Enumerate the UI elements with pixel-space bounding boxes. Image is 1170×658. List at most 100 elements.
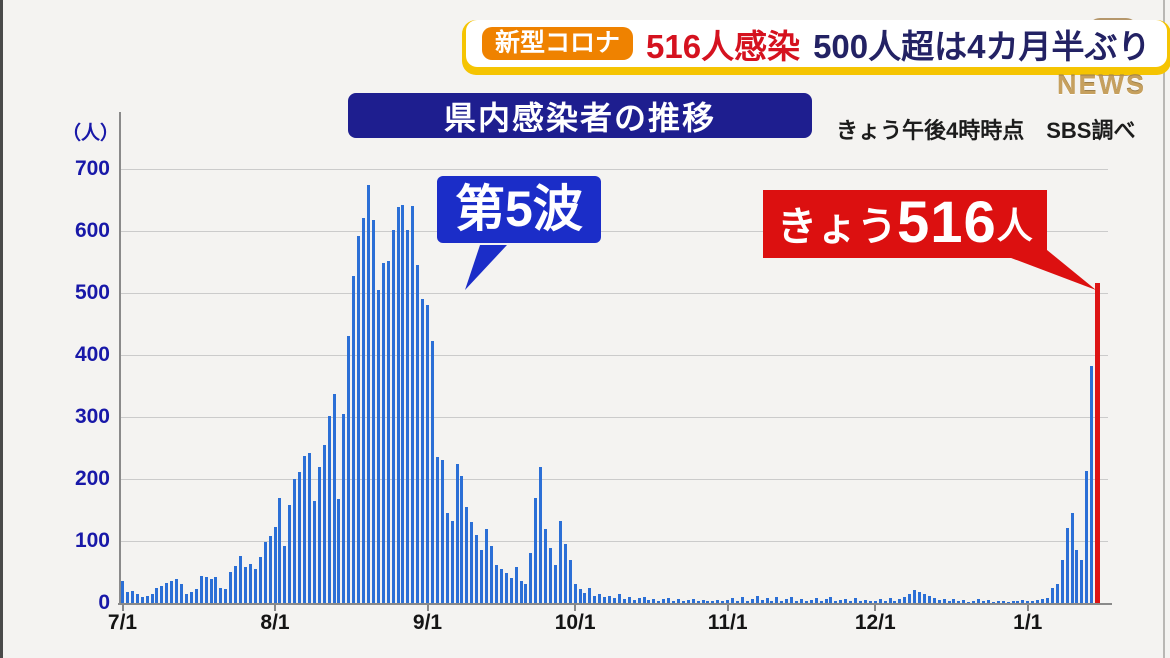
y-tick-label-300: 300 — [74, 405, 110, 428]
bar-day-120 — [711, 601, 715, 603]
bar-day-105 — [637, 598, 641, 603]
bar-day-72 — [475, 534, 479, 603]
x-tick-label-10-1: 10/1 — [554, 611, 596, 634]
bar-day-49 — [362, 217, 366, 603]
bar-day-79 — [509, 578, 513, 603]
bar-day-141 — [814, 598, 818, 603]
bar-day-145 — [834, 601, 838, 603]
bar-day-146 — [839, 599, 843, 603]
bar-day-35 — [293, 479, 297, 603]
gridline-700 — [121, 169, 1108, 170]
bar-day-189 — [1050, 588, 1054, 603]
bar-day-91 — [568, 559, 572, 603]
bar-day-134 — [780, 601, 784, 603]
gridline-600 — [121, 231, 1108, 232]
bar-day-88 — [553, 564, 557, 603]
bar-day-109 — [657, 600, 661, 603]
bar-day-100 — [613, 598, 616, 603]
x-tick-12-1 — [874, 604, 877, 611]
bar-day-124 — [731, 598, 735, 603]
bar-day-51 — [371, 219, 375, 603]
bar-day-46 — [347, 336, 351, 603]
bar-day-183 — [1021, 599, 1025, 603]
bar-day-70 — [465, 506, 469, 603]
bar-day-168 — [947, 600, 951, 603]
bar-day-130 — [760, 599, 764, 603]
headline-banner-inner: 新型コロナ 516人感染 500人超は4カ月半ぶり — [466, 20, 1167, 67]
bar-day-158 — [898, 599, 902, 603]
screen-edge-left — [0, 0, 3, 658]
bar-day-94 — [583, 593, 587, 603]
bar-day-73 — [480, 550, 484, 603]
x-tick-10-1 — [574, 604, 577, 611]
topic-badge: 新型コロナ — [482, 27, 634, 60]
y-tick-label-100: 100 — [74, 529, 110, 552]
bar-day-142 — [819, 600, 823, 603]
bar-day-90 — [563, 544, 567, 603]
bar-day-196 — [1085, 470, 1089, 603]
bar-day-106 — [642, 596, 646, 603]
bar-day-179 — [1001, 601, 1005, 603]
bar-day-147 — [844, 598, 848, 603]
bars — [121, 143, 1108, 603]
y-tick-label-400: 400 — [74, 343, 110, 366]
bar-day-34 — [288, 505, 292, 603]
bar-day-104 — [632, 599, 636, 603]
bar-day-99 — [608, 595, 612, 603]
bar-day-14 — [189, 592, 193, 603]
bar-day-41 — [322, 444, 326, 603]
bar-day-171 — [962, 599, 966, 603]
today-callout-prefix: きょう — [777, 205, 897, 249]
bar-day-30 — [268, 536, 272, 603]
bar-day-69 — [460, 475, 464, 603]
bar-day-192 — [1065, 527, 1069, 603]
bar-day-89 — [558, 521, 562, 603]
bar-day-180 — [1006, 601, 1010, 603]
x-tick-11-1 — [726, 604, 729, 611]
chart-title: 県内感染者の推移 — [348, 93, 812, 138]
bar-day-52 — [376, 289, 380, 603]
bar-day-170 — [957, 601, 961, 603]
y-tick-label-500: 500 — [74, 281, 110, 304]
x-tick-label-9-1: 9/1 — [412, 611, 443, 634]
bar-day-24 — [239, 555, 243, 603]
bar-day-167 — [942, 598, 946, 603]
bar-day-166 — [937, 599, 941, 603]
bar-day-128 — [750, 599, 754, 603]
bar-day-76 — [494, 564, 498, 603]
bar-day-57 — [401, 204, 405, 603]
bar-day-197 — [1090, 365, 1094, 603]
bar-day-114 — [681, 601, 685, 603]
y-axis-line — [119, 112, 121, 604]
bar-day-22 — [229, 572, 233, 603]
bar-day-50 — [367, 184, 370, 603]
bar-day-116 — [691, 598, 695, 603]
x-tick-label-1-1: 1/1 — [1013, 611, 1043, 634]
bar-day-11 — [175, 579, 179, 603]
bar-day-96 — [593, 595, 597, 603]
bar-day-132 — [770, 600, 774, 603]
bar-day-28 — [258, 557, 262, 603]
bar-day-175 — [982, 601, 985, 603]
y-tick-label-700: 700 — [74, 157, 110, 180]
today-callout-suffix: 人 — [996, 205, 1033, 246]
headline-banner: 新型コロナ 516人感染 500人超は4カ月半ぶり — [462, 20, 1170, 75]
bar-day-178 — [996, 600, 1000, 603]
bar-day-65 — [440, 460, 444, 603]
bar-day-101 — [617, 594, 621, 603]
bar-day-115 — [686, 599, 690, 603]
bar-day-44 — [337, 498, 341, 603]
bar-day-117 — [696, 601, 700, 603]
bar-day-148 — [849, 600, 853, 603]
wave5-callout-tail — [465, 245, 507, 290]
bar-day-149 — [854, 598, 858, 603]
bar-day-81 — [519, 581, 523, 603]
x-tick-8-1 — [274, 604, 277, 611]
bar-day-140 — [809, 599, 813, 603]
bar-day-161 — [913, 589, 917, 603]
bar-day-13 — [184, 594, 188, 603]
bar-day-32 — [278, 497, 282, 603]
bar-day-129 — [755, 595, 759, 603]
bar-day-37 — [303, 456, 307, 603]
bar-day-194 — [1075, 549, 1079, 603]
